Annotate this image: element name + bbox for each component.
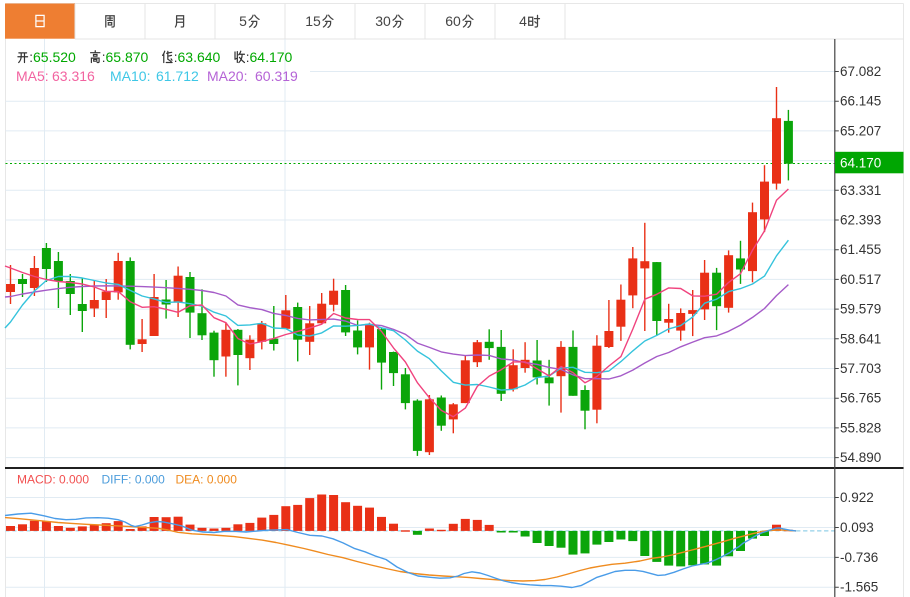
svg-text:54.890: 54.890 (840, 450, 881, 465)
svg-text:58.641: 58.641 (840, 331, 881, 346)
svg-text::: : (174, 50, 178, 65)
svg-text::: : (29, 50, 33, 65)
svg-text:67.082: 67.082 (840, 64, 881, 79)
svg-text:63.640: 63.640 (178, 49, 221, 65)
svg-text:0.093: 0.093 (840, 520, 874, 535)
svg-text:30: 30 (375, 13, 391, 29)
svg-text:5: 5 (239, 13, 247, 29)
svg-text:-0.736: -0.736 (840, 550, 878, 565)
svg-text:0.922: 0.922 (840, 490, 874, 505)
svg-text:MA20:: MA20: (207, 68, 247, 84)
svg-text:MA5:: MA5: (16, 68, 49, 84)
svg-text:59.579: 59.579 (840, 302, 881, 317)
svg-text:65.207: 65.207 (840, 123, 881, 138)
svg-text:DEA: 0.000: DEA: 0.000 (176, 473, 238, 487)
svg-text:63.316: 63.316 (52, 68, 95, 84)
svg-text:63.331: 63.331 (840, 183, 881, 198)
svg-text:15: 15 (305, 13, 321, 29)
svg-text:55.828: 55.828 (840, 420, 881, 435)
svg-text:56.765: 56.765 (840, 391, 881, 406)
svg-text:64.170: 64.170 (250, 49, 293, 65)
svg-text:64.170: 64.170 (840, 155, 881, 170)
svg-text:MA10:: MA10: (110, 68, 150, 84)
svg-text:-1.565: -1.565 (840, 580, 878, 595)
svg-text:61.712: 61.712 (156, 68, 199, 84)
svg-text:57.703: 57.703 (840, 361, 881, 376)
svg-text:60.517: 60.517 (840, 272, 881, 287)
svg-text:60.319: 60.319 (255, 68, 298, 84)
svg-text:65.520: 65.520 (33, 49, 76, 65)
svg-text:65.870: 65.870 (106, 49, 149, 65)
svg-text:4: 4 (519, 13, 527, 29)
svg-text::: : (246, 50, 250, 65)
svg-text:62.393: 62.393 (840, 213, 881, 228)
svg-text:DIFF: 0.000: DIFF: 0.000 (102, 473, 166, 487)
svg-text:60: 60 (445, 13, 461, 29)
svg-text::: : (102, 50, 106, 65)
svg-text:66.145: 66.145 (840, 94, 881, 109)
svg-text:MACD: 0.000: MACD: 0.000 (17, 473, 89, 487)
svg-text:61.455: 61.455 (840, 242, 881, 257)
